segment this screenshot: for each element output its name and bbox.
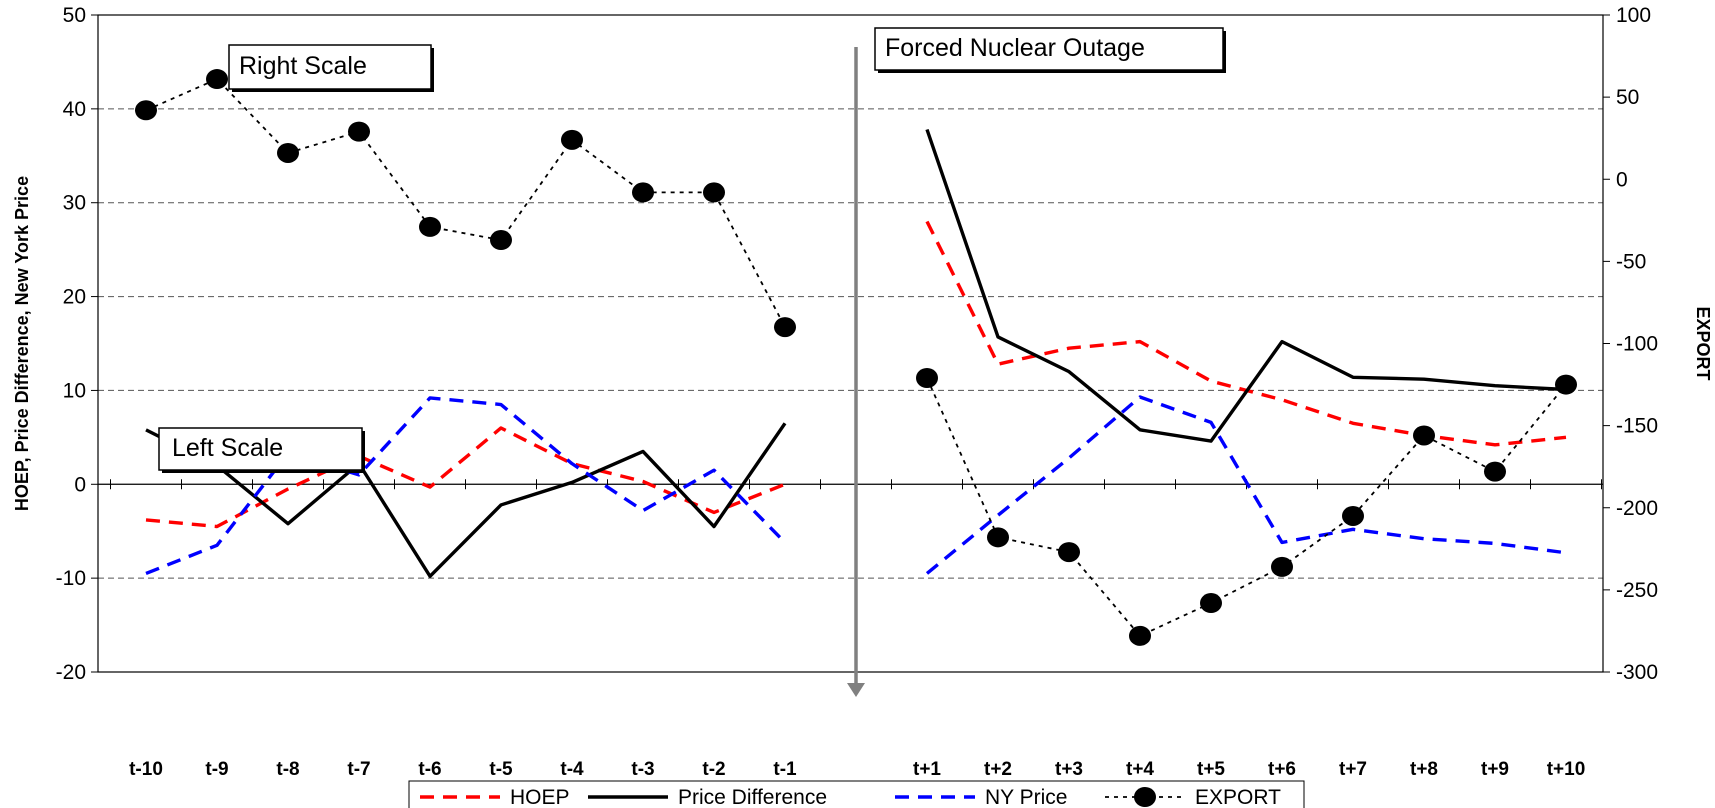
right-tick-label: -300: [1616, 661, 1658, 684]
left-scale-label: Left Scale: [172, 434, 283, 462]
point-export: [1271, 556, 1293, 577]
legend-label-price-difference: Price Difference: [678, 786, 827, 808]
x-tick-label: t+6: [1268, 759, 1296, 780]
series-lines: [135, 69, 1577, 646]
annotations: Right Scale Left Scale Forced Nuclear Ou…: [158, 27, 1226, 473]
x-tick-label: t-8: [276, 759, 299, 780]
left-tick-label: 20: [63, 286, 86, 309]
legend-label-hoep: HOEP: [510, 786, 570, 808]
point-export: [419, 216, 441, 237]
legend-marker-export: [1134, 787, 1156, 807]
right-tick-label: 50: [1616, 86, 1639, 109]
point-export: [1058, 542, 1080, 563]
point-export: [490, 230, 512, 251]
plot-area-frame: [97, 14, 1604, 673]
x-tick-label: t-10: [129, 759, 163, 780]
x-tick-label: t+8: [1410, 759, 1438, 780]
series-line-ny-price: [925, 395, 1567, 575]
series-line-export: [145, 78, 786, 328]
x-tick-label: t+2: [984, 759, 1012, 780]
point-export: [348, 121, 370, 142]
left-tick-label: 10: [63, 379, 86, 402]
right-scale-box: [228, 44, 432, 90]
x-tick-label: t+10: [1547, 759, 1586, 780]
x-tick-label: t+4: [1126, 759, 1154, 780]
point-export: [987, 527, 1009, 548]
right-tick-label: 0: [1616, 168, 1628, 191]
series-line-price-difference: [925, 128, 1567, 443]
point-export: [703, 182, 725, 203]
x-tick-label: t-3: [631, 759, 654, 780]
x-tick-label: t+7: [1339, 759, 1367, 780]
point-export: [1555, 374, 1577, 395]
x-tick-label: t-4: [560, 759, 584, 780]
right-tick-label: -150: [1616, 415, 1658, 438]
x-tick-label: t-6: [418, 759, 441, 780]
left-tick-label: -10: [56, 567, 86, 590]
point-export: [916, 367, 938, 388]
point-export: [1342, 505, 1364, 526]
right-tick-label: -200: [1616, 497, 1658, 520]
point-export: [561, 129, 583, 150]
left-tick-label: 0: [74, 473, 86, 496]
x-tick-label: t-1: [773, 759, 797, 780]
point-export: [135, 100, 157, 121]
right-tick-label: -250: [1616, 579, 1658, 602]
point-export: [1484, 461, 1506, 482]
left-tick-label: 30: [63, 192, 86, 215]
left-axis-title: HOEP, Price Difference, New York Price: [12, 176, 32, 511]
x-tick-label: t-9: [205, 759, 228, 780]
left-tick-label: 40: [63, 98, 86, 121]
gridlines: [98, 108, 1603, 579]
point-export: [1413, 425, 1435, 446]
series-line-hoep: [925, 220, 1567, 447]
legend: HOEP Price Difference NY Price EXPORT: [408, 780, 1305, 808]
forced-nuclear-outage-box: [874, 27, 1224, 71]
arrow-head: [847, 683, 865, 697]
right-tick-label: 100: [1616, 4, 1651, 27]
point-export: [774, 317, 796, 338]
right-axis-title: EXPORT: [1693, 306, 1713, 380]
point-export: [277, 142, 299, 163]
x-tick-label: t+5: [1197, 759, 1225, 780]
series-line-hoep: [145, 426, 786, 529]
left-scale-box: [158, 427, 363, 471]
left-tick-label: -20: [56, 661, 86, 684]
point-export: [1200, 593, 1222, 614]
forced-nuclear-outage-label: Forced Nuclear Outage: [885, 34, 1145, 62]
x-tick-label: t-7: [347, 759, 370, 780]
series-line-export: [926, 377, 1567, 637]
x-tick-label: t-2: [702, 759, 725, 780]
x-tick-label: t+9: [1481, 759, 1509, 780]
point-export: [632, 182, 654, 203]
axes: -20-1001020304050-300-250-200-150-100-50…: [56, 4, 1658, 780]
series-line-price-difference: [145, 422, 787, 578]
outage-arrow: [847, 47, 865, 697]
legend-label-export: EXPORT: [1195, 786, 1281, 808]
right-tick-label: -100: [1616, 333, 1658, 356]
x-tick-label: t+3: [1055, 759, 1083, 780]
left-tick-label: 50: [63, 4, 86, 27]
right-scale-label: Right Scale: [239, 52, 367, 80]
x-tick-label: t-5: [489, 759, 513, 780]
right-tick-label: -50: [1616, 250, 1646, 273]
legend-label-ny-price: NY Price: [985, 786, 1067, 808]
point-export: [1129, 625, 1151, 646]
point-export: [206, 69, 228, 90]
x-tick-label: t+1: [913, 759, 941, 780]
